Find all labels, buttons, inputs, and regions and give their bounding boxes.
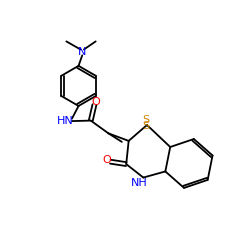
Text: S: S: [142, 121, 149, 131]
Text: O: O: [91, 97, 100, 107]
Text: HN: HN: [57, 116, 74, 126]
Text: O: O: [102, 156, 111, 166]
Text: S: S: [142, 115, 149, 125]
Text: NH: NH: [131, 178, 148, 188]
Text: N: N: [78, 48, 86, 58]
